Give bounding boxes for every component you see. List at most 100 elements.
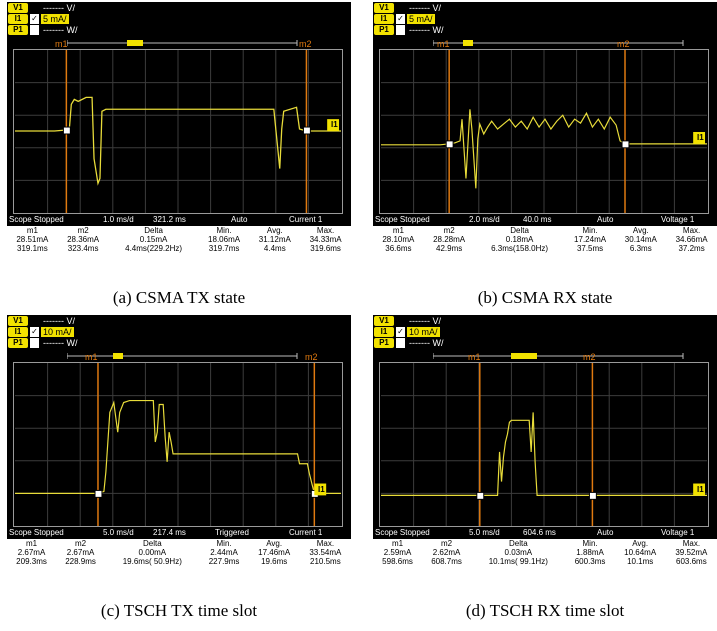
legend-row-v1[interactable]: V1 ------- V/: [373, 3, 523, 14]
timeline-bar[interactable]: [433, 39, 703, 47]
legend-badge[interactable]: V1: [8, 3, 28, 13]
legend-row-i1[interactable]: I1 ✓ 10 mA/: [373, 327, 523, 338]
marker-m2-label[interactable]: m2: [299, 39, 312, 49]
legend-badge[interactable]: P1: [8, 338, 28, 348]
marker-m2-label[interactable]: m2: [617, 39, 630, 49]
status-trigger-source[interactable]: Current 1: [289, 528, 323, 537]
legend-badge[interactable]: P1: [8, 25, 28, 35]
timeline-bar[interactable]: [67, 39, 337, 47]
check-icon[interactable]: ✓: [30, 14, 39, 24]
marker-m2-label[interactable]: m2: [305, 352, 318, 362]
checkbox-icon[interactable]: [30, 25, 39, 35]
table-cell: 598.6ms: [382, 557, 413, 566]
table-header: Avg.: [248, 539, 300, 548]
status-state: Scope Stopped: [9, 528, 64, 537]
marker-m1-label[interactable]: m1: [55, 39, 68, 49]
legend-badge[interactable]: I1: [374, 327, 394, 337]
legend-row-i1[interactable]: I1 ✓ 5 mA/: [373, 14, 523, 25]
legend-value: ------- W/: [43, 25, 78, 35]
checkbox-icon[interactable]: [396, 25, 405, 35]
marker-m2-label[interactable]: m2: [583, 352, 596, 362]
status-offset[interactable]: 604.6 ms: [523, 528, 556, 537]
legend-value: ------- W/: [409, 338, 444, 348]
legend-badge[interactable]: P1: [374, 25, 394, 35]
status-trigger-mode[interactable]: Triggered: [215, 528, 249, 537]
table-cell: 0.18mA: [505, 235, 534, 244]
legend-row-v1[interactable]: V1 ------- V/: [7, 316, 157, 327]
legend-badge[interactable]: V1: [374, 3, 394, 13]
figure-caption: (b) CSMA RX state: [477, 288, 613, 307]
status-trigger-mode[interactable]: Auto: [231, 215, 248, 224]
legend-row-i1[interactable]: I1 ✓ 5 mA/: [7, 14, 157, 25]
table-cell: 36.6ms: [385, 244, 412, 253]
check-icon[interactable]: ✓: [396, 14, 405, 24]
legend-badge[interactable]: V1: [374, 316, 394, 326]
table-header: Max.: [300, 226, 351, 235]
status-trigger-source[interactable]: Current 1: [289, 215, 323, 224]
status-timebase[interactable]: 1.0 ms/d: [103, 215, 134, 224]
scope-screen: V1 ------- V/ I1 ✓ 10 mA/ P1 ------- W/: [373, 315, 717, 593]
legend-row-p1[interactable]: P1 ------- W/: [7, 338, 157, 349]
legend-value: ------- V/: [409, 3, 441, 13]
check-icon[interactable]: ✓: [30, 327, 39, 337]
table-header: Delta: [108, 226, 199, 235]
status-offset[interactable]: 40.0 ms: [523, 215, 552, 224]
waveform-plot[interactable]: [13, 49, 343, 214]
table-cell: 10.64mA: [624, 548, 657, 557]
status-offset[interactable]: 321.2 ms: [153, 215, 186, 224]
timeline-window[interactable]: [511, 353, 537, 359]
marker-m1-label[interactable]: m1: [85, 352, 98, 362]
table-cell: 228.9ms: [65, 557, 96, 566]
table-cell: 37.2ms: [678, 244, 705, 253]
measurement-table: m1 m2 Delta Min. Avg. Max. 2.67mA 2.67mA…: [7, 539, 351, 593]
legend-row-p1[interactable]: P1 ------- W/: [373, 338, 523, 349]
timeline-window[interactable]: [463, 40, 473, 46]
checkbox-icon[interactable]: [30, 338, 39, 348]
panel-csma-rx: V1 ------- V/ I1 ✓ 5 mA/ P1 ------- W/: [373, 2, 717, 308]
waveform-plot[interactable]: [13, 362, 343, 527]
timeline-window[interactable]: [113, 353, 123, 359]
legend-row-p1[interactable]: P1 ------- W/: [373, 25, 523, 36]
marker-m1-label[interactable]: m1: [437, 39, 450, 49]
channel-legend: V1 ------- V/ I1 ✓ 10 mA/ P1 ------- W/: [373, 315, 523, 349]
legend-row-v1[interactable]: V1 ------- V/: [373, 316, 523, 327]
legend-value: ------- V/: [43, 3, 75, 13]
current-trace: [15, 399, 341, 494]
waveform-plot[interactable]: [379, 362, 709, 527]
status-offset[interactable]: 217.4 ms: [153, 528, 186, 537]
legend-badge[interactable]: I1: [374, 14, 394, 24]
status-trigger-source[interactable]: Voltage 1: [661, 528, 695, 537]
status-timebase[interactable]: 2.0 ms/d: [469, 215, 500, 224]
table-header: m2: [422, 539, 472, 548]
status-state: Scope Stopped: [9, 215, 64, 224]
legend-badge[interactable]: P1: [374, 338, 394, 348]
legend-row-p1[interactable]: P1 ------- W/: [7, 25, 157, 36]
legend-row-i1[interactable]: I1 ✓ 10 mA/: [7, 327, 157, 338]
status-trigger-mode[interactable]: Auto: [597, 215, 614, 224]
table-cell: 319.6ms: [310, 244, 341, 253]
legend-value: 10 mA/: [407, 327, 440, 337]
timeline-bar[interactable]: [67, 352, 337, 360]
timeline-window[interactable]: [127, 40, 143, 46]
legend-badge[interactable]: I1: [8, 14, 28, 24]
table-cell: 2.62mA: [432, 548, 461, 557]
check-icon[interactable]: ✓: [396, 327, 405, 337]
table-cell: 603.6ms: [676, 557, 707, 566]
status-state: Scope Stopped: [375, 528, 430, 537]
legend-badge[interactable]: I1: [8, 327, 28, 337]
status-timebase[interactable]: 5.0 ms/d: [469, 528, 500, 537]
marker-m1-label[interactable]: m1: [468, 352, 481, 362]
timeline-bar[interactable]: [433, 352, 703, 360]
channel-tag: [314, 483, 327, 496]
table-header: m1: [373, 539, 423, 548]
legend-row-v1[interactable]: V1 ------- V/: [7, 3, 157, 14]
checkbox-icon[interactable]: [396, 338, 405, 348]
channel-legend: V1 ------- V/ I1 ✓ 10 mA/ P1 ------- W/: [7, 315, 157, 349]
waveform-plot[interactable]: [379, 49, 709, 214]
status-timebase[interactable]: 5.0 ms/d: [103, 528, 134, 537]
legend-badge[interactable]: V1: [8, 316, 28, 326]
status-trigger-mode[interactable]: Auto: [597, 528, 614, 537]
table-cell: 37.5ms: [576, 244, 604, 253]
measurement-table: m1 m2 Delta Min. Avg. Max. 28.10mA 28.28…: [373, 226, 717, 280]
status-trigger-source[interactable]: Voltage 1: [661, 215, 695, 224]
